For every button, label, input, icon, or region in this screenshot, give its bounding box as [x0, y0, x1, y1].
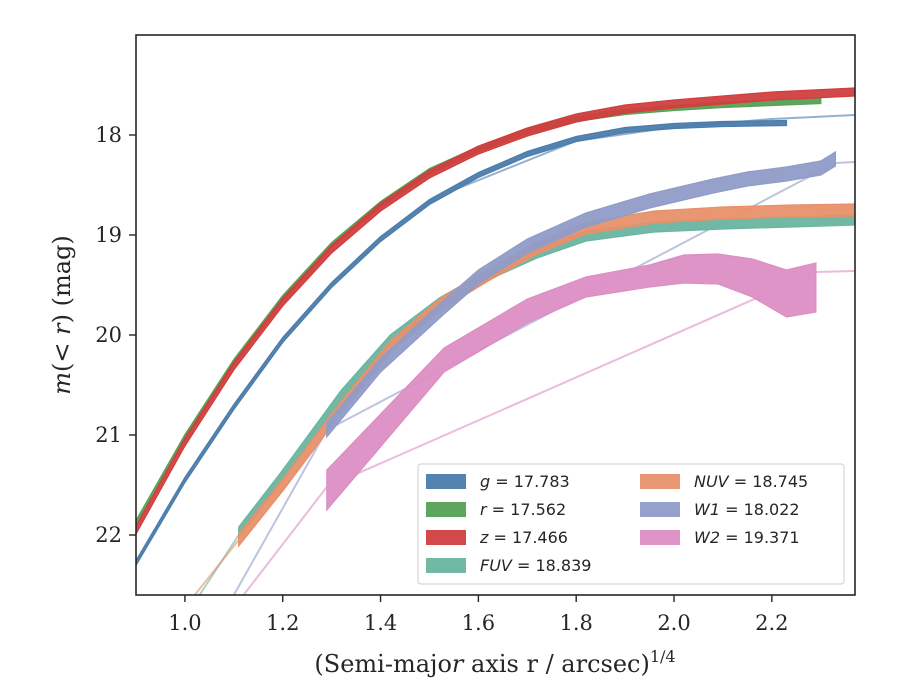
x-tick-label: 1.4	[364, 611, 397, 635]
data-bands	[136, 87, 855, 567]
band-r	[136, 97, 822, 527]
legend-swatch-nuv	[640, 474, 680, 489]
plot-frame	[135, 34, 856, 596]
model-line-w2	[242, 270, 855, 595]
band-w2	[326, 253, 817, 512]
x-tick-label: 1.2	[266, 611, 299, 635]
model-line-nuv	[193, 539, 240, 595]
legend-entry-w2: W2 = 19.371	[694, 528, 800, 547]
y-tick-label: 19	[95, 223, 122, 247]
y-axis-label: m(< r) (mag)	[48, 235, 76, 395]
x-tick-label: 1.6	[462, 611, 495, 635]
legend-swatch-z	[426, 530, 466, 545]
y-tick-label: 20	[95, 323, 122, 347]
y-tick-label: 18	[95, 123, 122, 147]
legend-swatch-fuv	[426, 558, 466, 573]
legend-swatch-g	[426, 474, 466, 489]
legend-swatch-r	[426, 502, 466, 517]
legend-entry-r: r = 17.562	[480, 500, 566, 519]
x-tick-label: 2.2	[755, 611, 788, 635]
legend-entry-w1: W1 = 18.022	[694, 500, 800, 519]
legend-entry-nuv: NUV = 18.745	[694, 472, 808, 491]
x-axis-ticks: 1.0 1.2 1.4 1.6 1.8 2.0 2.2	[168, 595, 789, 635]
y-tick-label: 21	[95, 423, 122, 447]
band-g	[136, 119, 788, 567]
y-axis-ticks: 18 19 20 21 22	[95, 123, 136, 547]
legend-box	[417, 463, 845, 585]
legend-entry-z: z = 17.466	[479, 528, 568, 547]
legend-swatch-w1	[640, 502, 680, 517]
legend-entry-fuv: FUV = 18.839	[480, 556, 591, 575]
band-w1	[326, 150, 836, 439]
y-tick-label: 22	[95, 523, 122, 547]
x-axis-label: (Semi-major axis r / arcsec)1/4	[314, 647, 675, 678]
legend-swatch-w2	[640, 530, 680, 545]
legend: g = 17.783 r = 17.562 z = 17.466 FUV = 18.8…	[417, 463, 845, 585]
band-z	[136, 87, 855, 536]
legend-entry-g: g = 17.783	[480, 472, 570, 491]
x-tick-label: 2.0	[657, 611, 690, 635]
x-tick-label: 1.8	[560, 611, 593, 635]
x-tick-label: 1.0	[168, 611, 201, 635]
